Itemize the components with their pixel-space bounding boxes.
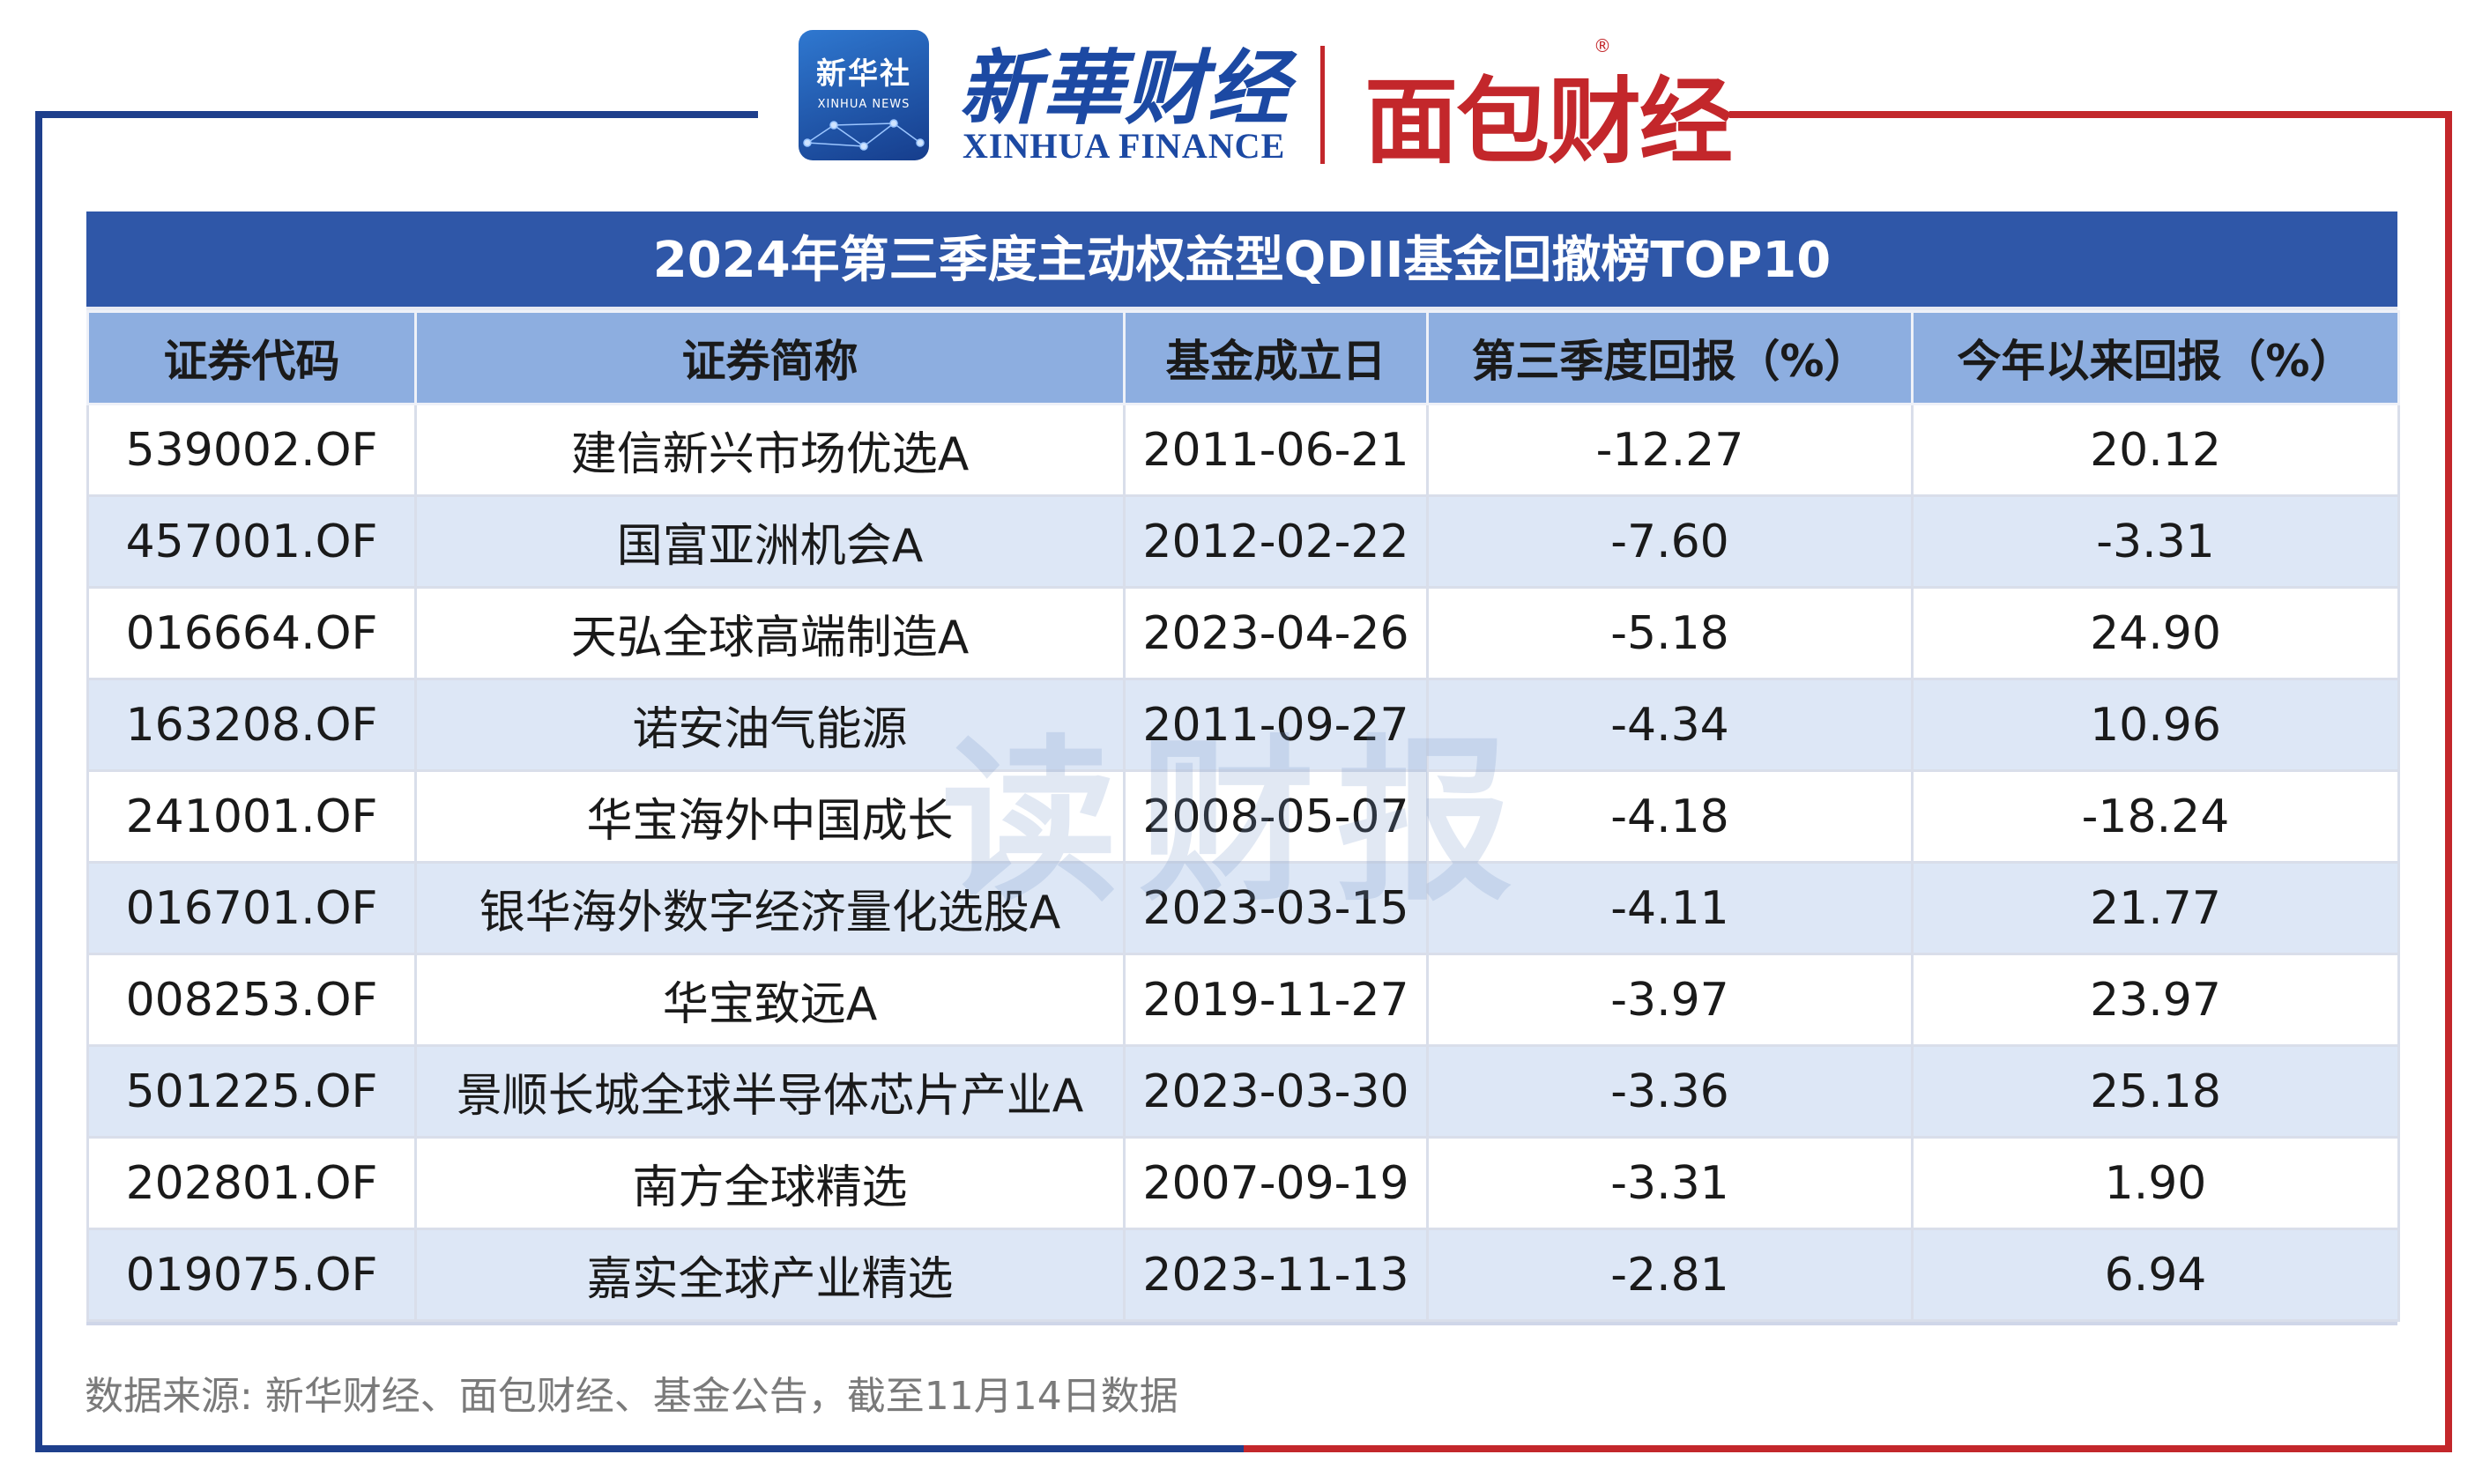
column-header-ytd-return: 今年以来回报（%） — [1911, 310, 2400, 405]
cell-q3-return: -5.18 — [1426, 586, 1914, 680]
column-header-name: 证券简称 — [414, 310, 1126, 405]
cell-inception: 2023-03-30 — [1123, 1044, 1429, 1139]
cell-ytd-return: -18.24 — [1911, 769, 2400, 864]
cell-code: 202801.OF — [86, 1136, 417, 1230]
logo-divider — [1320, 46, 1325, 164]
frame-line-blue-top — [35, 111, 758, 118]
cell-name: 华宝致远A — [414, 953, 1126, 1047]
badge-cn-text: 新华社 — [816, 56, 911, 92]
cell-code: 241001.OF — [86, 769, 417, 864]
cell-inception: 2011-09-27 — [1123, 678, 1429, 772]
cell-ytd-return: 24.90 — [1911, 586, 2400, 680]
cell-ytd-return: 1.90 — [1911, 1136, 2400, 1230]
cell-inception: 2008-05-07 — [1123, 769, 1429, 864]
cell-name: 建信新兴市场优选A — [414, 403, 1126, 497]
frame-line-red-top — [1729, 111, 2452, 118]
table-row: 241001.OF 华宝海外中国成长 2008-05-07 -4.18 -18.… — [86, 769, 2400, 864]
xinhua-finance-logo-en: XINHUA FINANCE — [962, 126, 1286, 166]
cell-inception: 2023-11-13 — [1123, 1228, 1429, 1322]
cell-ytd-return: 20.12 — [1911, 403, 2400, 497]
cell-name: 南方全球精选 — [414, 1136, 1126, 1230]
source-note: 数据来源: 新华财经、面包财经、基金公告，截至11月14日数据 — [85, 1374, 1178, 1419]
table-title: 2024年第三季度主动权益型QDII基金回撤榜TOP10 — [86, 211, 2397, 310]
cell-q3-return: -4.11 — [1426, 861, 1914, 955]
cell-name: 天弘全球高端制造A — [414, 586, 1126, 680]
cell-ytd-return: -3.31 — [1911, 494, 2400, 589]
table-row: 016664.OF 天弘全球高端制造A 2023-04-26 -5.18 24.… — [86, 586, 2400, 680]
cell-code: 016664.OF — [86, 586, 417, 680]
cell-q3-return: -2.81 — [1426, 1228, 1914, 1322]
cell-name: 华宝海外中国成长 — [414, 769, 1126, 864]
cell-q3-return: -3.31 — [1426, 1136, 1914, 1230]
cell-code: 016701.OF — [86, 861, 417, 955]
frame-line-red-side — [2445, 111, 2452, 1452]
column-header-q3-return: 第三季度回报（%） — [1426, 310, 1914, 405]
cell-inception: 2012-02-22 — [1123, 494, 1429, 589]
cell-code: 539002.OF — [86, 403, 417, 497]
table-row: 019075.OF 嘉实全球产业精选 2023-11-13 -2.81 6.94 — [86, 1228, 2400, 1322]
column-header-code: 证券代码 — [86, 310, 417, 405]
frame-line-blue-side — [35, 111, 42, 1452]
cell-code: 163208.OF — [86, 678, 417, 772]
mianbao-finance-logo: 面包财经 — [1364, 68, 1733, 176]
cell-q3-return: -3.36 — [1426, 1044, 1914, 1139]
column-header-inception: 基金成立日 — [1123, 310, 1429, 405]
cell-code: 457001.OF — [86, 494, 417, 589]
cell-inception: 2023-04-26 — [1123, 586, 1429, 680]
frame-line-bottom — [35, 1445, 2452, 1452]
table-row: 016701.OF 银华海外数字经济量化选股A 2023-03-15 -4.11… — [86, 861, 2400, 955]
table-row: 202801.OF 南方全球精选 2007-09-19 -3.31 1.90 — [86, 1136, 2400, 1230]
cell-code: 501225.OF — [86, 1044, 417, 1139]
cell-name: 国富亚洲机会A — [414, 494, 1126, 589]
cell-ytd-return: 10.96 — [1911, 678, 2400, 772]
cell-inception: 2019-11-27 — [1123, 953, 1429, 1047]
table-row: 457001.OF 国富亚洲机会A 2012-02-22 -7.60 -3.31 — [86, 494, 2400, 589]
cell-code: 019075.OF — [86, 1228, 417, 1322]
cell-name: 银华海外数字经济量化选股A — [414, 861, 1126, 955]
registered-mark: ® — [1594, 35, 1611, 56]
cell-code: 008253.OF — [86, 953, 417, 1047]
xinhua-news-logo: 新华社 XINHUA NEWS — [799, 30, 929, 160]
cell-name: 景顺长城全球半导体芯片产业A — [414, 1044, 1126, 1139]
cell-ytd-return: 21.77 — [1911, 861, 2400, 955]
cell-inception: 2023-03-15 — [1123, 861, 1429, 955]
fund-table: 证券代码 证券简称 基金成立日 第三季度回报（%） 今年以来回报（%） 5390… — [86, 310, 2400, 1322]
xinhua-finance-logo-cn: 新華财经 — [959, 41, 1291, 136]
cell-q3-return: -4.18 — [1426, 769, 1914, 864]
cell-q3-return: -4.34 — [1426, 678, 1914, 772]
network-icon — [803, 119, 925, 151]
badge-en-text: XINHUA NEWS — [817, 98, 910, 111]
cell-name: 诺安油气能源 — [414, 678, 1126, 772]
cell-q3-return: -7.60 — [1426, 494, 1914, 589]
table-header-row: 证券代码 证券简称 基金成立日 第三季度回报（%） 今年以来回报（%） — [86, 310, 2400, 405]
table-row: 163208.OF 诺安油气能源 2011-09-27 -4.34 10.96 — [86, 678, 2400, 772]
cell-name: 嘉实全球产业精选 — [414, 1228, 1126, 1322]
cell-q3-return: -12.27 — [1426, 403, 1914, 497]
table-row: 539002.OF 建信新兴市场优选A 2011-06-21 -12.27 20… — [86, 403, 2400, 497]
table-row: 008253.OF 华宝致远A 2019-11-27 -3.97 23.97 — [86, 953, 2400, 1047]
cell-inception: 2007-09-19 — [1123, 1136, 1429, 1230]
cell-inception: 2011-06-21 — [1123, 403, 1429, 497]
cell-ytd-return: 6.94 — [1911, 1228, 2400, 1322]
cell-ytd-return: 25.18 — [1911, 1044, 2400, 1139]
cell-q3-return: -3.97 — [1426, 953, 1914, 1047]
table-row: 501225.OF 景顺长城全球半导体芯片产业A 2023-03-30 -3.3… — [86, 1044, 2400, 1139]
fund-table-container: 2024年第三季度主动权益型QDII基金回撤榜TOP10 证券代码 证券简称 基… — [86, 211, 2400, 1325]
cell-ytd-return: 23.97 — [1911, 953, 2400, 1047]
